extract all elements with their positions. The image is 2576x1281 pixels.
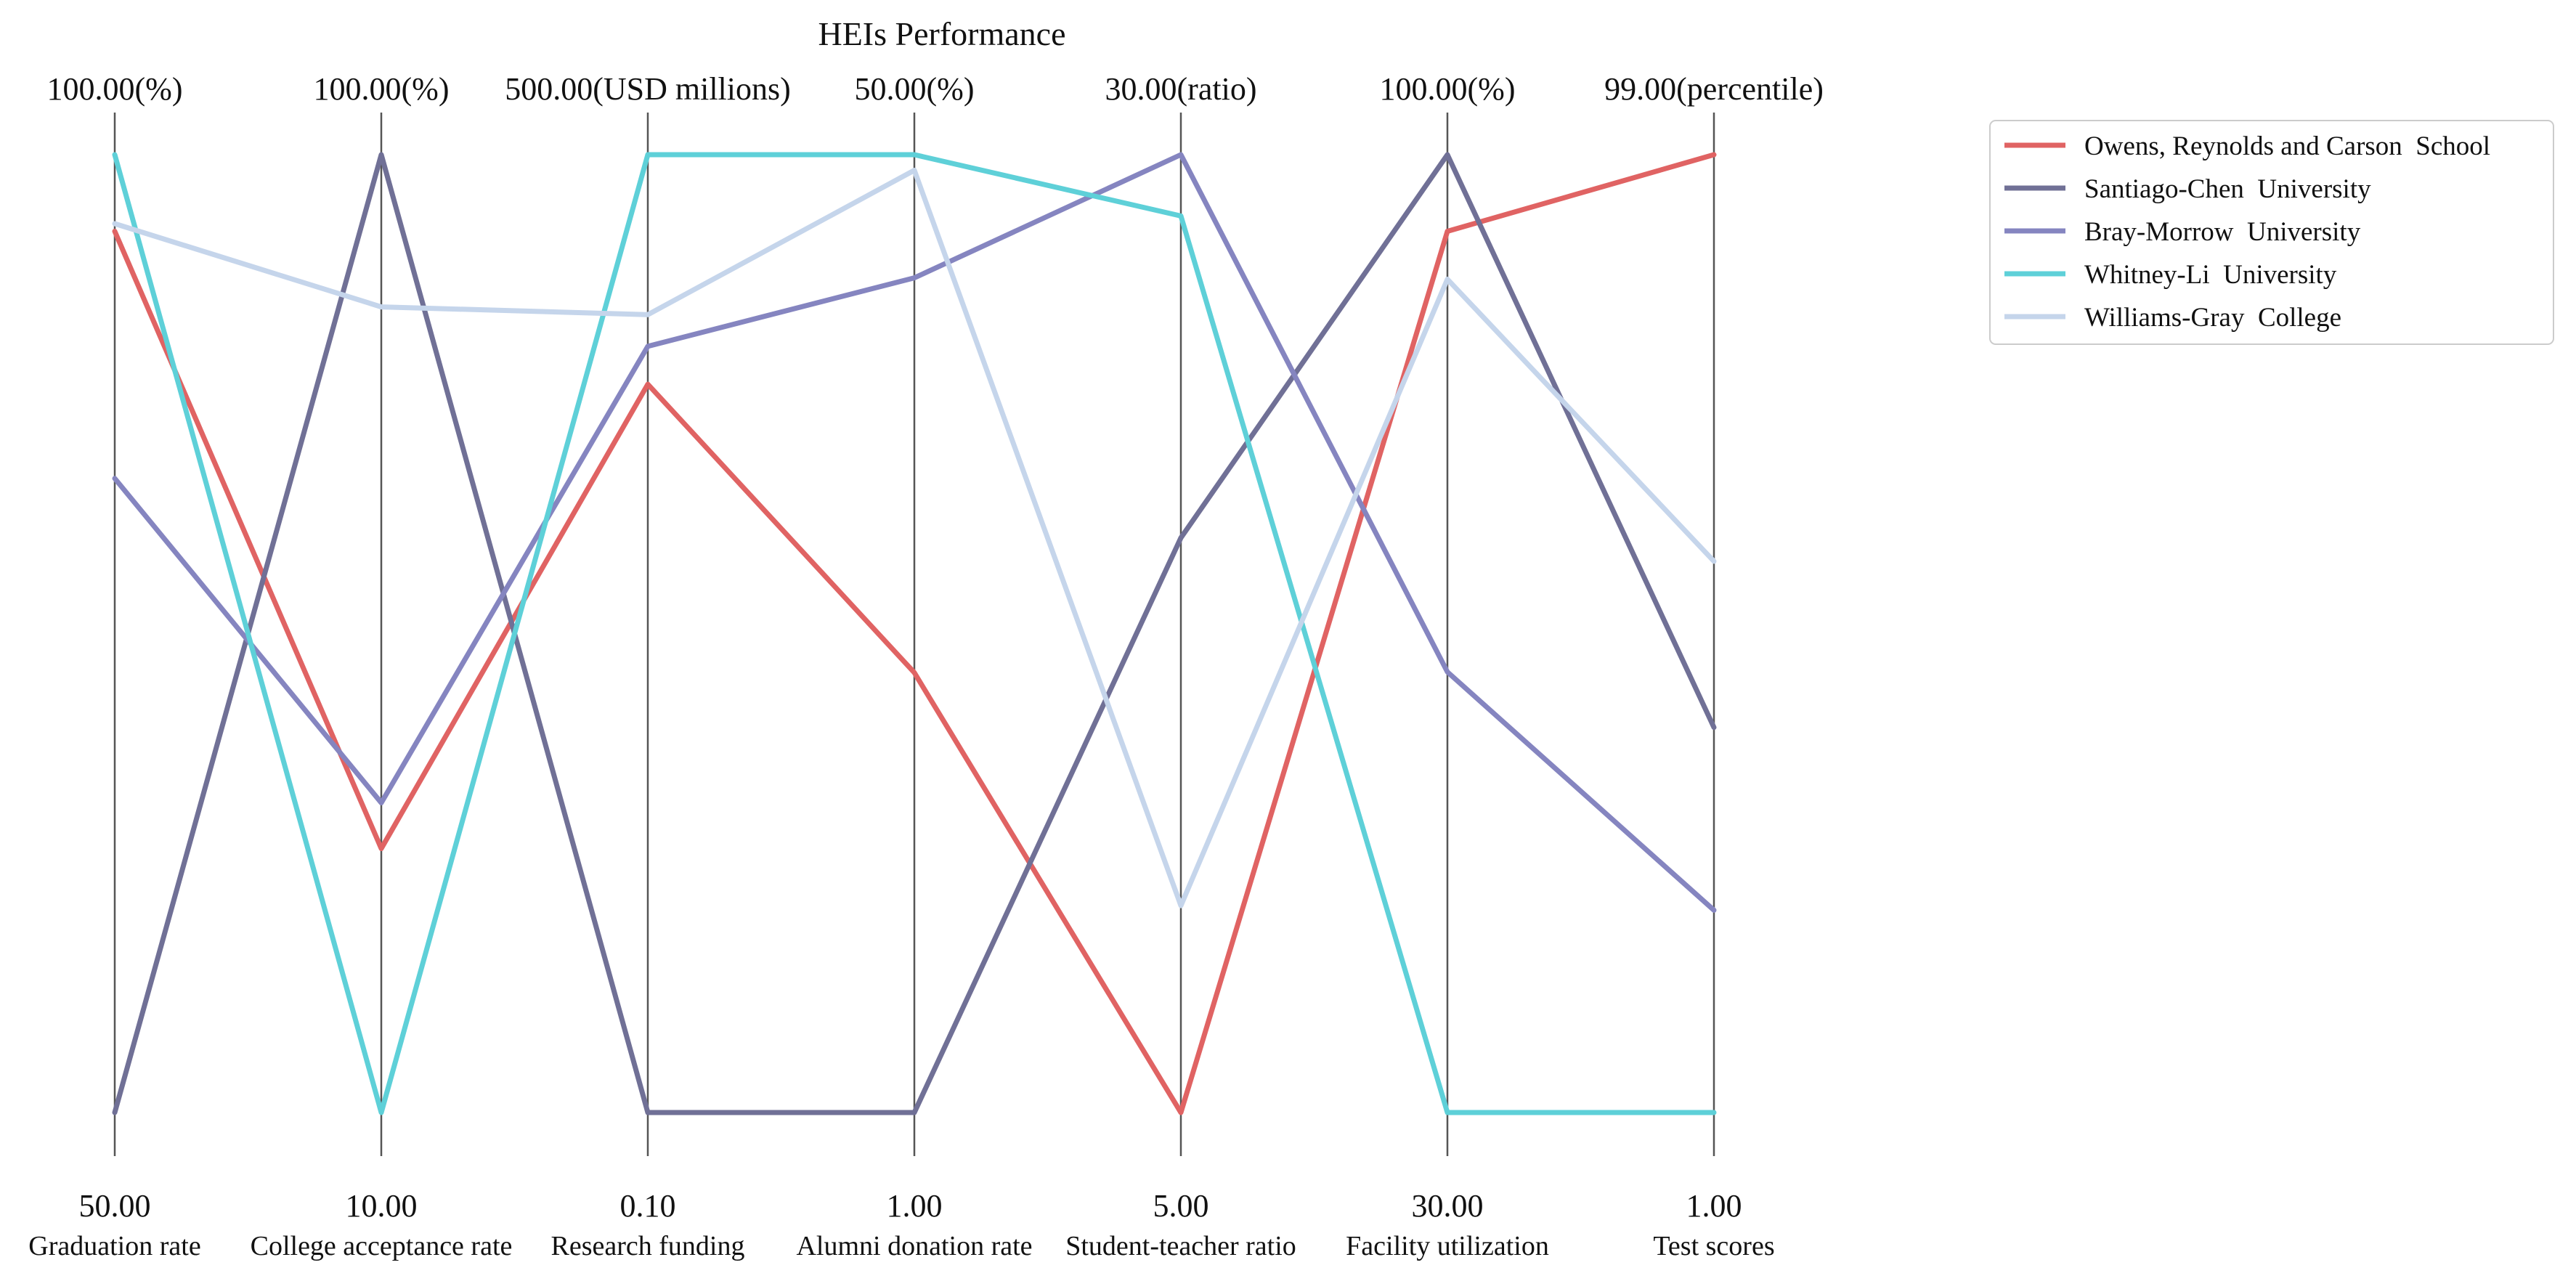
axis-min-label: 50.00: [79, 1188, 151, 1224]
axis-max-label: 50.00(%): [855, 71, 975, 107]
axis-name-label: Graduation rate: [28, 1231, 200, 1261]
legend-frame: [1989, 120, 2554, 345]
axis-max-label: 99.00(percentile): [1604, 71, 1824, 107]
axis-name-label: Alumni donation rate: [796, 1231, 1032, 1261]
legend-label: Bray-Morrow University: [2084, 217, 2361, 247]
axis-max-label: 100.00(%): [1380, 71, 1516, 107]
axis-max-label: 500.00(USD millions): [505, 71, 791, 107]
axis-name-label: Facility utilization: [1346, 1231, 1549, 1261]
axis-max-label: 100.00(%): [314, 71, 450, 107]
legend-label: Owens, Reynolds and Carson School: [2084, 131, 2490, 161]
axis-min-label: 30.00: [1412, 1188, 1484, 1224]
legend-label: Whitney-Li University: [2084, 260, 2337, 290]
axes-layer: 100.00(%) 50.00 Graduation rate 100.00(%) 10…: [28, 71, 1824, 1261]
series-line: [112, 152, 1717, 913]
legend: Owens, Reynolds and Carson School Santiag…: [1989, 120, 2554, 345]
axis-min-label: 1.00: [887, 1188, 943, 1224]
axis-min-label: 1.00: [1686, 1188, 1742, 1224]
axis-min-label: 0.10: [620, 1188, 676, 1224]
axis-name-label: Student-teacher ratio: [1065, 1231, 1296, 1261]
series-lines-layer: [112, 152, 1717, 1115]
series-line: [112, 152, 1717, 1115]
series-line: [112, 168, 1717, 908]
legend-items: Owens, Reynolds and Carson School Santiag…: [2004, 131, 2490, 333]
legend-label: Santiago-Chen University: [2084, 174, 2371, 204]
axis-name-label: Test scores: [1653, 1231, 1774, 1261]
axis-max-label: 30.00(ratio): [1105, 71, 1257, 107]
series-line: [112, 152, 1717, 1115]
axis-name-label: Research funding: [551, 1231, 745, 1261]
chart-title: HEIs Performance: [818, 15, 1065, 52]
series-line: [112, 152, 1717, 1115]
axis-max-label: 100.00(%): [47, 71, 183, 107]
axis-min-label: 10.00: [346, 1188, 418, 1224]
axis-min-label: 5.00: [1153, 1188, 1209, 1224]
legend-label: Williams-Gray College: [2084, 303, 2341, 333]
axis-name-label: College acceptance rate: [251, 1231, 513, 1261]
